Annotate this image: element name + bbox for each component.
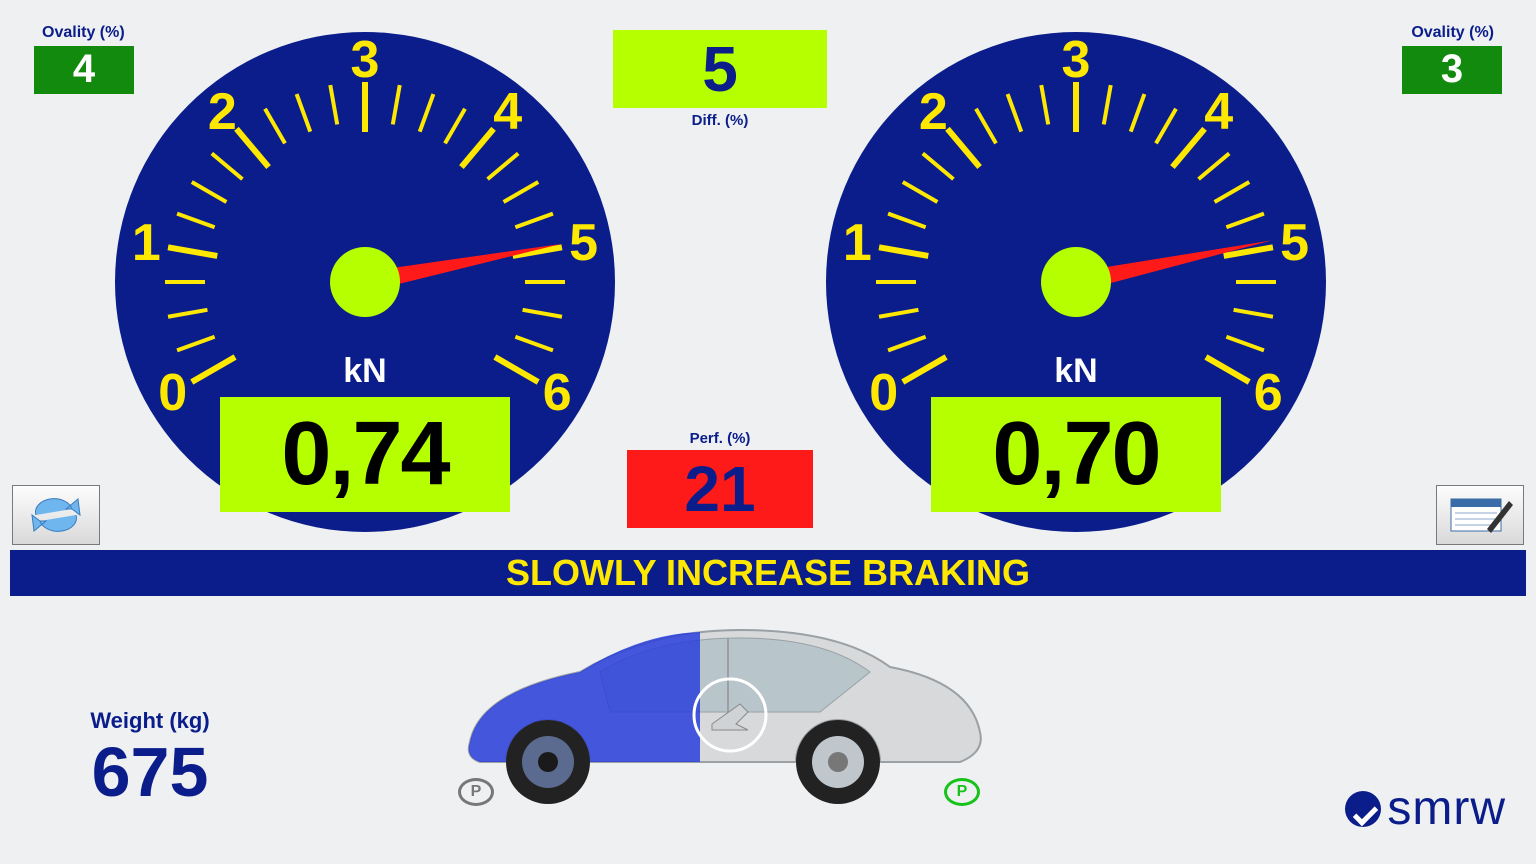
ovality-left-label: Ovality (%) [42, 24, 125, 42]
gauge-scale-number: 1 [116, 213, 176, 273]
vehicle-diagram: P P [440, 612, 1000, 812]
ovality-right-value: 3 [1402, 46, 1502, 94]
ovality-right-label: Ovality (%) [1411, 24, 1494, 42]
perf-value: 21 [627, 450, 813, 528]
brand-text: smrw [1387, 781, 1506, 836]
gauge-scale-number: 3 [335, 30, 395, 90]
park-badge-right: P [944, 778, 980, 806]
gauge-right-center [1041, 247, 1111, 317]
gauge-scale-number: 1 [827, 213, 887, 273]
brake-tester-screen: Ovality (%) 4 Ovality (%) 3 5 Diff. (%) … [0, 0, 1536, 864]
brand-logo: smrw [1345, 781, 1506, 836]
status-bar: SLOWLY INCREASE BRAKING [10, 550, 1526, 596]
perf-label: Perf. (%) [627, 430, 813, 447]
check-icon [1345, 791, 1381, 827]
park-badge-left: P [458, 778, 494, 806]
refresh-button[interactable] [12, 485, 100, 545]
weight-value: 675 [50, 732, 250, 812]
gauge-scale-number: 4 [478, 82, 538, 142]
gauge-right-unit: kN [826, 352, 1326, 391]
gauge-left: 0123456 kN 0,74 [115, 32, 615, 532]
gauge-right: 0123456 kN 0,70 [826, 32, 1326, 532]
gauge-left-unit: kN [115, 352, 615, 391]
car-icon [440, 612, 1000, 812]
gauge-scale-number: 5 [1265, 213, 1325, 273]
diff-value: 5 [613, 30, 827, 108]
gauge-right-readout: 0,70 [931, 397, 1221, 512]
refresh-icon [28, 495, 84, 535]
gauge-scale-number: 2 [903, 82, 963, 142]
gauge-scale-number: 5 [554, 213, 614, 273]
report-button[interactable] [1436, 485, 1524, 545]
gauge-scale-number: 3 [1046, 30, 1106, 90]
gauge-left-center [330, 247, 400, 317]
gauge-scale-number: 4 [1189, 82, 1249, 142]
weight-label: Weight (kg) [50, 708, 250, 734]
diff-label: Diff. (%) [613, 112, 827, 129]
report-icon [1447, 493, 1513, 537]
gauge-left-readout: 0,74 [220, 397, 510, 512]
gauge-scale-number: 2 [192, 82, 252, 142]
